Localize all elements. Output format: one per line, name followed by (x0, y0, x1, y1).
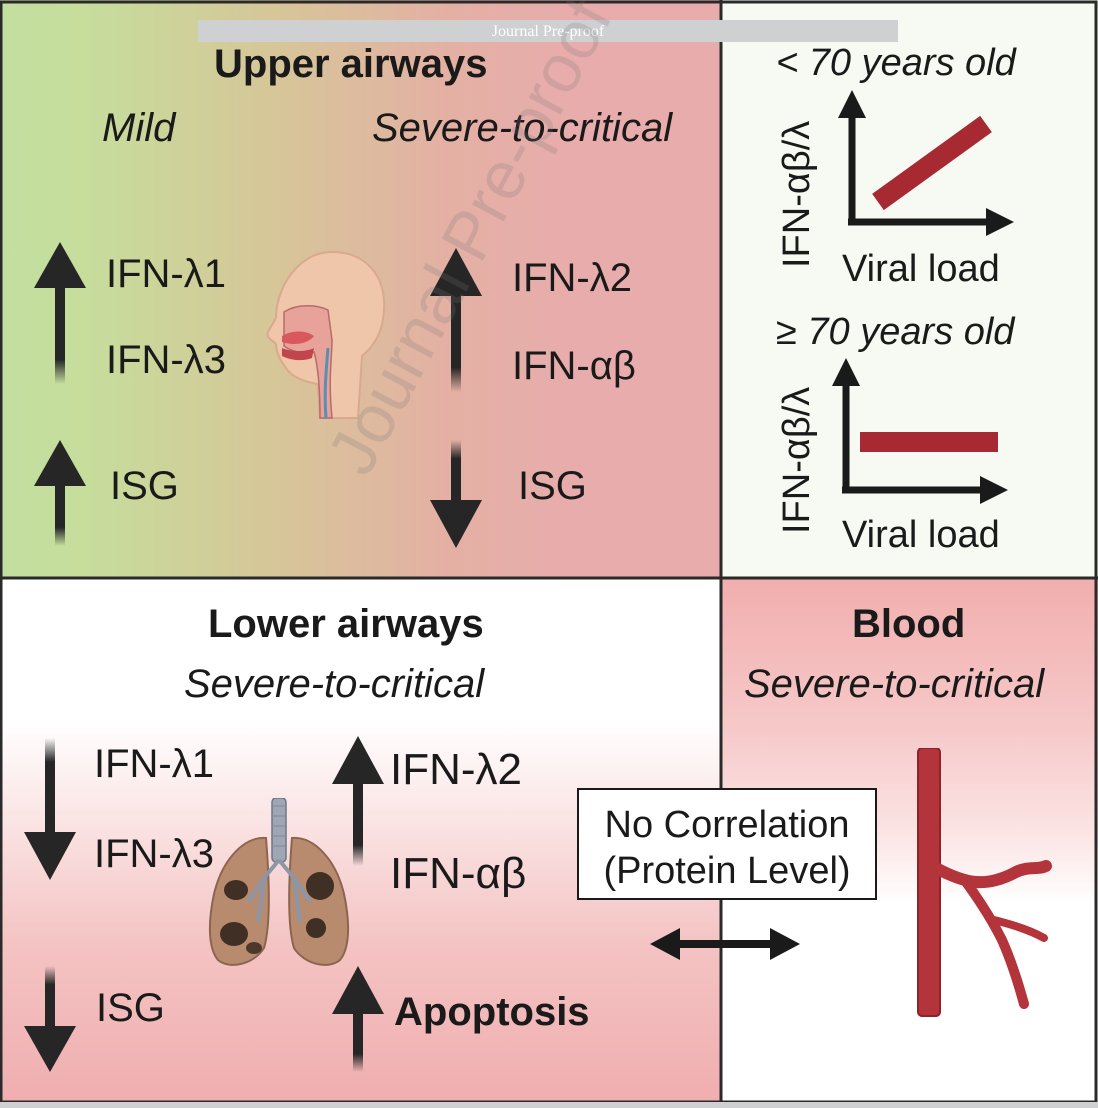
young-trend-plot (838, 90, 1014, 236)
head-airway-icon (266, 250, 386, 419)
lower-ifn-l3: IFN-λ3 (94, 832, 214, 876)
no-correlation-line2: (Protein Level) (603, 850, 851, 892)
lower-isg: ISG (96, 986, 165, 1030)
age-old-title: ≥ 70 years old (776, 311, 1015, 353)
young-trend-line (872, 115, 992, 211)
down-arrow-icon (430, 440, 482, 548)
up-arrow-icon (332, 736, 384, 866)
blood-vessel-icon (917, 748, 1052, 1017)
up-arrow-icon (430, 248, 482, 392)
old-trend-plot (832, 358, 1008, 504)
upper-severe-isg: ISG (518, 464, 587, 508)
lower-ifn-ab: IFN-αβ (390, 849, 527, 898)
down-arrow-icon (24, 966, 76, 1072)
age-young-ylabel: IFN-αβ/λ (776, 120, 818, 268)
up-arrow-icon (34, 242, 86, 384)
upper-severe-ifn-ab: IFN-αβ (512, 344, 636, 388)
upper-airways-title: Upper airways (214, 42, 488, 86)
lower-airways-title: Lower airways (208, 602, 484, 646)
upper-mild-ifn-l1: IFN-λ1 (106, 252, 226, 296)
upper-severe-label: Severe-to-critical (372, 106, 673, 150)
journal-preproof-bar-text: Journal Pre-proof (491, 23, 605, 40)
age-young-xlabel: Viral load (842, 248, 1000, 290)
no-correlation-line1: No Correlation (604, 804, 850, 846)
journal-preproof-bar: Journal Pre-proof (198, 20, 898, 42)
down-arrow-icon (24, 738, 76, 880)
upper-mild-isg: ISG (110, 464, 179, 508)
upper-severe-ifn-l2: IFN-λ2 (512, 256, 632, 300)
lower-apoptosis: Apoptosis (394, 990, 590, 1034)
lower-airways-subtitle: Severe-to-critical (184, 662, 485, 706)
age-young-title: < 70 years old (776, 42, 1016, 84)
age-old-xlabel: Viral load (842, 514, 1000, 556)
no-correlation-box: No Correlation (Protein Level) (577, 788, 877, 900)
up-arrow-icon (34, 440, 86, 546)
upper-mild-label: Mild (102, 106, 176, 150)
up-arrow-icon (332, 966, 384, 1072)
lungs-icon (208, 798, 350, 966)
age-old-ylabel: IFN-αβ/λ (776, 386, 818, 534)
lower-ifn-l1: IFN-λ1 (94, 742, 214, 786)
upper-mild-ifn-l3: IFN-λ3 (106, 338, 226, 382)
blood-title: Blood (852, 602, 966, 646)
lower-ifn-l2: IFN-λ2 (390, 745, 522, 794)
double-arrow-icon (650, 928, 800, 960)
blood-subtitle: Severe-to-critical (744, 662, 1045, 706)
